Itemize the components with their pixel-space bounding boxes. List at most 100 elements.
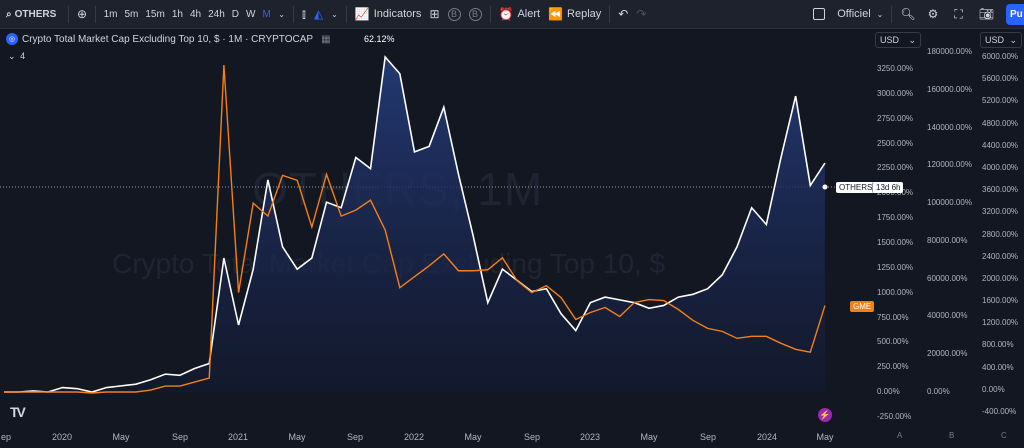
scale-letter-a[interactable]: A xyxy=(897,431,903,440)
x-axis-tick: Sep xyxy=(346,432,364,442)
right-axis-tick: 3600.00% xyxy=(982,185,1019,195)
x-axis-tick: 2024 xyxy=(756,432,778,442)
x-axis-tick: May xyxy=(288,432,306,442)
legend-change: 62.12% xyxy=(364,34,395,44)
right-axis-tick: 6000.00% xyxy=(982,52,1019,61)
chevron-down-icon: ⌄ xyxy=(331,9,338,19)
rewind-icon: ⏪ xyxy=(548,7,564,21)
b-circle-icon: B xyxy=(447,7,461,21)
left-axis-tick: 2750.00% xyxy=(877,113,914,123)
middle-axis-tick: 80000.00% xyxy=(927,235,968,245)
redo-button[interactable]: ↷ xyxy=(632,0,650,29)
scale-letter-b[interactable]: B xyxy=(949,431,955,440)
plus-circle-icon: ⊕ xyxy=(77,7,88,21)
others-series-line[interactable] xyxy=(4,55,826,393)
legend-title: Crypto Total Market Cap Excluding Top 10… xyxy=(22,33,314,45)
layout-name: Officiel xyxy=(837,8,871,20)
x-axis-tick: May xyxy=(816,432,834,442)
bar-countdown-tag: 13d 6h xyxy=(872,182,904,193)
area-chart-icon: ◭ xyxy=(313,7,324,21)
undo-button[interactable]: ↶ xyxy=(614,0,632,29)
right-axis-tick: 800.00% xyxy=(982,340,1014,350)
left-axis-tick: 3250.00% xyxy=(877,64,914,73)
interval-5m[interactable]: 5m xyxy=(124,8,139,20)
indicators-button[interactable]: 📈 Indicators xyxy=(351,0,426,29)
left-axis-tick: 250.00% xyxy=(877,362,909,372)
chart-type-area-button[interactable]: ◭ xyxy=(310,0,327,29)
right-axis-tick: 4800.00% xyxy=(982,118,1019,128)
gme-series-tag: GME xyxy=(850,301,875,312)
right-axis-tick: 3200.00% xyxy=(982,207,1019,217)
alarm-clock-icon: ⏰ xyxy=(498,7,514,21)
symbol-search[interactable]: ⌕ OTHERS xyxy=(0,0,64,29)
x-axis-tick: 2021 xyxy=(227,432,249,442)
cryptocap-logo-icon: ◎ xyxy=(6,33,18,45)
top-toolbar: ⌕ OTHERS ⊕ 1m 5m 15m 1h 4h 24h D W M ⌄ ⫾… xyxy=(0,0,1024,29)
interval-m[interactable]: M xyxy=(262,8,271,20)
camera-icon: 📷︎ xyxy=(978,7,994,21)
fullscreen-icon: ⛶ xyxy=(954,6,963,21)
quick-search-button[interactable]: 🔍︎ xyxy=(896,0,919,29)
currency-select-right[interactable]: USD ⌄ xyxy=(980,32,1022,48)
middle-axis-tick: 160000.00% xyxy=(927,84,972,94)
divider xyxy=(891,5,893,23)
divider xyxy=(293,5,294,23)
settings-button[interactable]: ⚙ xyxy=(920,0,947,29)
right-axis-tick: 1600.00% xyxy=(982,296,1019,306)
replay-button[interactable]: ⏪ Replay xyxy=(544,0,605,29)
interval-1m[interactable]: 1m xyxy=(103,8,118,20)
interval-w[interactable]: W xyxy=(246,8,256,20)
chevron-down-icon: ⌄ xyxy=(876,9,884,19)
layout-button[interactable]: Officiel ⌄ xyxy=(809,0,887,29)
middle-axis-tick: 100000.00% xyxy=(927,198,972,208)
right-axis-tick: 5600.00% xyxy=(982,74,1019,84)
series-legend[interactable]: ◎ Crypto Total Market Cap Excluding Top … xyxy=(6,33,395,45)
x-axis-tick: ep xyxy=(0,432,12,442)
chevron-down-icon: ⌄ xyxy=(278,9,285,19)
divider xyxy=(95,5,97,23)
right-axis-tick: 2000.00% xyxy=(982,273,1019,283)
bolt-icon[interactable]: ⚡ xyxy=(818,408,832,422)
alert-button[interactable]: ⏰ Alert xyxy=(495,0,545,29)
interval-1h[interactable]: 1h xyxy=(171,8,183,20)
search-icon: ⌕ xyxy=(6,8,12,20)
interval-15m[interactable]: 15m xyxy=(145,8,165,20)
last-value-dot xyxy=(822,184,828,190)
x-axis-tick: 2022 xyxy=(403,432,425,442)
tradingview-logo[interactable]: TV xyxy=(10,404,26,420)
gear-icon: ⚙ xyxy=(927,7,939,21)
x-axis-tick: May xyxy=(464,432,482,442)
middle-axis-tick: 180000.00% xyxy=(927,47,972,56)
alert-label: Alert xyxy=(517,8,541,20)
compare-button[interactable]: ⊕ xyxy=(73,0,91,29)
legend-collapse-toggle[interactable]: ⌄ 4 xyxy=(8,51,25,62)
left-axis-tick: -250.00% xyxy=(877,412,912,421)
middle-axis-tick: 20000.00% xyxy=(927,349,968,359)
interval-24h[interactable]: 24h xyxy=(208,8,225,20)
scale-letter-c[interactable]: C xyxy=(1001,431,1007,440)
indicators-icon: 📈 xyxy=(354,7,370,21)
chart-type-dropdown[interactable]: ⌄ xyxy=(327,0,342,29)
right-axis-tick: -400.00% xyxy=(982,407,1017,416)
symbol-label: OTHERS xyxy=(14,8,57,20)
b-button-2[interactable]: B xyxy=(465,0,486,29)
publish-button[interactable]: Pu xyxy=(1006,4,1024,25)
snapshot-button[interactable]: 📷︎ xyxy=(971,0,1002,29)
interval-4h[interactable]: 4h xyxy=(189,8,202,20)
fullscreen-button[interactable]: ⛶ xyxy=(946,0,970,29)
interval-d[interactable]: D xyxy=(231,8,239,20)
candles-button[interactable]: ⫾ xyxy=(298,0,310,29)
templates-button[interactable]: ⊞ xyxy=(425,0,443,29)
b-button-1[interactable]: B xyxy=(444,0,465,29)
currency-select-left[interactable]: USD ⌄ xyxy=(875,32,921,48)
chevron-down-icon: ⌄ xyxy=(8,51,16,61)
middle-axis-tick: 40000.00% xyxy=(927,311,968,321)
right-axis-tick: 400.00% xyxy=(982,362,1014,372)
last-price-tag: OTHERS xyxy=(836,182,876,193)
gme-series-line[interactable] xyxy=(4,64,826,394)
interval-dropdown[interactable]: ⌄ xyxy=(274,0,289,29)
left-axis-tick: 3000.00% xyxy=(877,88,914,98)
others-area-fill xyxy=(4,57,825,392)
x-axis-tick: 2023 xyxy=(579,432,601,442)
